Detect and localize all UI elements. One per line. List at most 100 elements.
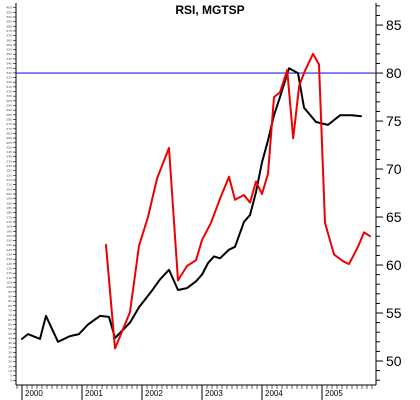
left-tick-label: 165 <box>6 225 12 229</box>
left-tick-label: 290 <box>6 108 12 112</box>
left-tick-label: 55 <box>8 327 12 331</box>
left-tick-label: 240 <box>6 155 12 159</box>
right-tick-label: 50 <box>386 353 402 369</box>
left-tick-label: 80 <box>8 304 12 308</box>
left-tick-label: 355 <box>6 48 12 52</box>
left-tick-label: 75 <box>8 308 12 312</box>
left-tick-label: 110 <box>6 276 12 280</box>
left-tick-label: 95 <box>8 290 12 294</box>
x-axis-group: 2000 2001 2002 2003 2004 2005 <box>16 385 373 400</box>
left-tick-label: 215 <box>6 178 12 182</box>
left-tick-label: 345 <box>6 57 12 61</box>
left-tick-label: 200 <box>6 192 12 196</box>
plot-area <box>16 52 376 350</box>
left-tick-label: 5 <box>10 374 12 378</box>
left-tick-label: 140 <box>6 248 12 252</box>
left-tick-label: 225 <box>6 169 12 173</box>
left-tick-label: 50 <box>8 332 12 336</box>
right-tick-label: 65 <box>386 209 402 225</box>
left-tick-label: 60 <box>8 322 12 326</box>
right-tick-label: 85 <box>386 17 402 33</box>
left-tick-label: 340 <box>6 62 12 66</box>
left-tick-label: 115 <box>6 271 12 275</box>
rsi-line-red <box>105 52 371 350</box>
left-tick-label: 280 <box>6 117 12 121</box>
left-tick-label: 120 <box>6 267 12 271</box>
left-tick-label: 275 <box>6 122 12 126</box>
left-tick-label: 105 <box>6 281 12 285</box>
left-tick-label: 170 <box>6 220 12 224</box>
chart-title: RSI, MGTSP <box>175 3 244 17</box>
left-tick-label: 380 <box>6 24 12 28</box>
left-tick-label: 180 <box>6 211 12 215</box>
left-tick-label: 270 <box>6 127 12 131</box>
left-tick-label: 70 <box>8 313 12 317</box>
left-tick-label: 305 <box>6 94 12 98</box>
left-tick-label: 245 <box>6 150 12 154</box>
left-tick-label: 25 <box>8 355 12 359</box>
x-tick-label: 2000 <box>25 389 43 398</box>
right-axis-group: 50 55 60 65 70 75 80 85 <box>376 5 402 381</box>
left-tick-label: 390 <box>6 15 12 19</box>
x-tick-label: 2005 <box>325 389 343 398</box>
left-tick-label: 100 <box>6 285 12 289</box>
left-tick-label: 0 <box>10 378 12 382</box>
x-tick-label: 2002 <box>145 389 163 398</box>
right-tick-label: 75 <box>386 113 402 129</box>
left-tick-label: 220 <box>6 173 12 177</box>
left-tick-label: 350 <box>6 52 12 56</box>
left-tick-label: 230 <box>6 164 12 168</box>
right-tick-label: 70 <box>386 161 402 177</box>
left-tick-label: 315 <box>6 85 12 89</box>
left-tick-label: 360 <box>6 43 12 47</box>
left-tick-label: 150 <box>6 239 12 243</box>
left-tick-label: 250 <box>6 145 12 149</box>
left-tick-label: 235 <box>6 159 12 163</box>
left-tick-label: 295 <box>6 103 12 107</box>
left-tick-label: 45 <box>8 336 12 340</box>
left-tick-label: 255 <box>6 141 12 145</box>
rsi-line-black <box>21 67 362 343</box>
left-tick-label: 260 <box>6 136 12 140</box>
left-tick-label: 400 <box>6 6 12 10</box>
left-tick-label: 285 <box>6 113 12 117</box>
left-tick-label: 300 <box>6 99 12 103</box>
x-tick-label: 2001 <box>85 389 103 398</box>
left-tick-label: 330 <box>6 71 12 75</box>
left-tick-label: 385 <box>6 20 12 24</box>
left-tick-label: 190 <box>6 201 12 205</box>
left-tick-label: 175 <box>6 215 12 219</box>
left-tick-label: 90 <box>8 294 12 298</box>
left-tick-label: 320 <box>6 80 12 84</box>
left-tick-label: 210 <box>6 183 12 187</box>
left-tick-label: 135 <box>6 253 12 257</box>
left-tick-label: 370 <box>6 34 12 38</box>
left-tick-label: 375 <box>6 29 12 33</box>
x-tick-label: 2004 <box>265 389 283 398</box>
left-tick-label: 85 <box>8 299 12 303</box>
right-tick-label: 55 <box>386 305 402 321</box>
left-tick-label: 395 <box>6 10 12 14</box>
left-tick-label: 265 <box>6 131 12 135</box>
x-tick-label: 2003 <box>205 389 223 398</box>
left-tick-label: 40 <box>8 341 12 345</box>
left-tick-label: 160 <box>6 229 12 233</box>
left-tick-label: 365 <box>6 38 12 42</box>
left-tick-label: 325 <box>6 76 12 80</box>
left-tick-label: 185 <box>6 206 12 210</box>
left-tick-label: 145 <box>6 243 12 247</box>
left-tick-label: 15 <box>8 364 12 368</box>
left-tick-label: 10 <box>8 369 12 373</box>
right-tick-label: 60 <box>386 257 402 273</box>
left-tick-label: 335 <box>6 66 12 70</box>
left-tick-label: 30 <box>8 350 12 354</box>
left-tick-label: 130 <box>6 257 12 261</box>
left-tick-label: 310 <box>6 90 12 94</box>
left-tick-label: 125 <box>6 262 12 266</box>
left-axis-group: 0510152025303540455055606570758085909510… <box>6 6 16 382</box>
left-tick-label: 20 <box>8 360 12 364</box>
right-tick-label: 80 <box>386 65 402 81</box>
left-tick-label: 65 <box>8 318 12 322</box>
